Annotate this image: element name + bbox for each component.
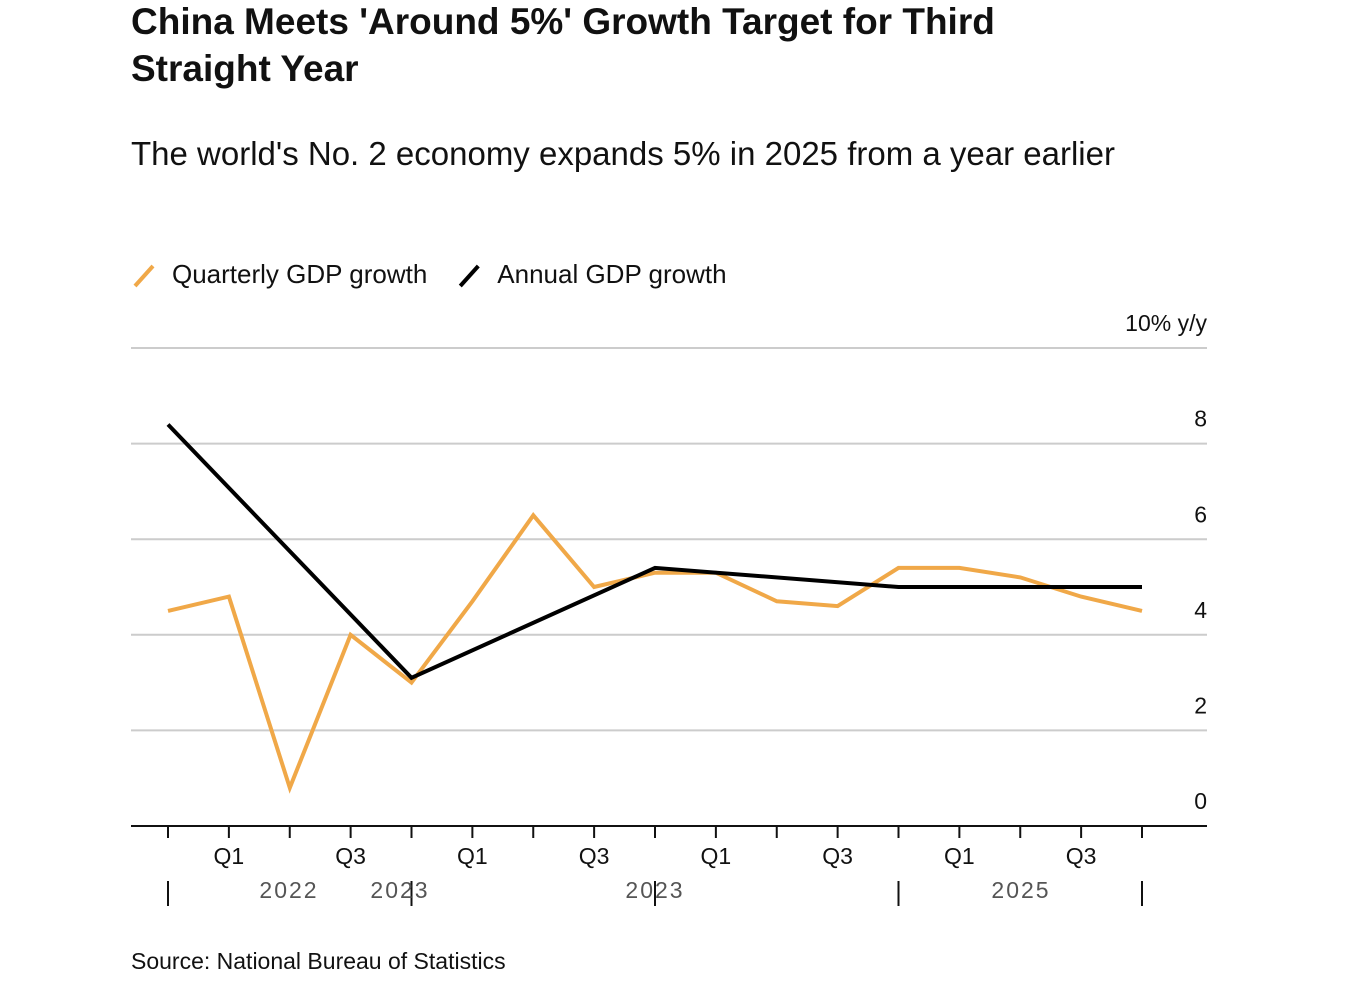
- x-tick-label: Q1: [701, 843, 732, 869]
- y-tick-label: 2: [1194, 692, 1207, 718]
- x-tick-label: Q3: [579, 843, 610, 869]
- x-tick-label: Q3: [822, 843, 853, 869]
- line-series: [166, 423, 1142, 681]
- y-tick-label: 0: [1194, 788, 1207, 814]
- legend-label: Quarterly GDP growth: [172, 259, 427, 289]
- y-tick-label: 10% y/y: [1125, 310, 1207, 336]
- x-tick-label: Q1: [457, 843, 488, 869]
- x-tick-label: Q1: [944, 843, 975, 869]
- chart-subtitle: The world's No. 2 economy expands 5% in …: [131, 135, 1115, 172]
- x-tick-label: Q1: [214, 843, 245, 869]
- year-label: 2023: [370, 877, 429, 903]
- y-tick-label: 6: [1194, 501, 1207, 527]
- year-label: 2023: [625, 877, 684, 903]
- source: Source: National Bureau of Statistics: [131, 948, 506, 974]
- x-tick-label: Q3: [1066, 843, 1097, 869]
- line-series: [167, 512, 1143, 794]
- x-tick-label: Q3: [335, 843, 366, 869]
- legend-swatch: [458, 264, 480, 288]
- chart-title: China Meets 'Around 5%' Growth Target fo…: [131, 1, 995, 89]
- y-tick-label: 4: [1194, 597, 1207, 623]
- legend-swatch: [133, 264, 155, 288]
- legend-label: Annual GDP growth: [497, 259, 726, 289]
- y-tick-label: 8: [1194, 406, 1207, 432]
- year-label: 2022: [259, 877, 318, 903]
- year-label: 2025: [991, 877, 1050, 903]
